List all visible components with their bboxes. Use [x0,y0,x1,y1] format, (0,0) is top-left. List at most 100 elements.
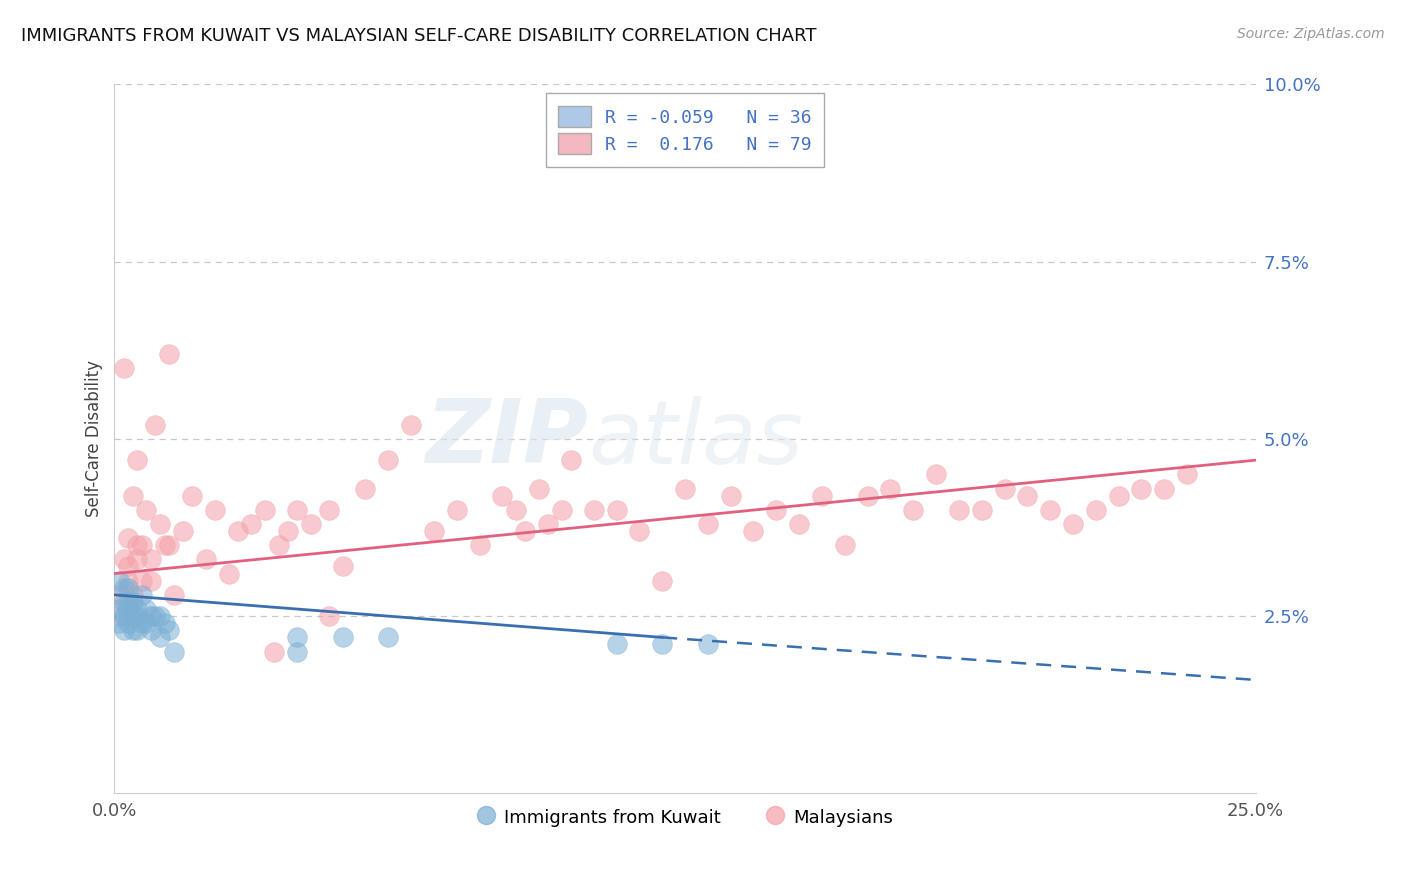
Point [468,538,491,552]
Point [1039,503,1062,517]
Point [903,503,925,517]
Point [112,552,135,566]
Point [606,503,628,517]
Point [135,602,157,616]
Point [127,552,149,566]
Point [285,644,308,658]
Point [332,559,354,574]
Point [446,503,468,517]
Point [153,538,176,552]
Point [108,588,131,602]
Point [127,453,149,467]
Point [153,616,176,631]
Point [582,503,605,517]
Point [240,516,263,531]
Point [993,482,1015,496]
Point [117,574,139,588]
Point [127,538,149,552]
Point [811,489,834,503]
Point [551,503,574,517]
Point [226,524,249,538]
Point [157,624,180,638]
Point [145,417,167,432]
Point [117,531,139,545]
Point [121,489,143,503]
Point [121,588,143,602]
Point [131,574,153,588]
Point [423,524,446,538]
Point [131,616,153,631]
Point [1084,503,1107,517]
Point [145,609,167,624]
Point [1175,467,1198,482]
Point [117,581,139,595]
Point [267,538,290,552]
Point [399,417,422,432]
Point [149,609,172,624]
Point [112,624,135,638]
Point [318,503,340,517]
Point [925,467,948,482]
Point [1062,516,1084,531]
Point [117,616,139,631]
Point [742,524,765,538]
Point [856,489,879,503]
Point [127,624,149,638]
Point [131,538,153,552]
Point [117,602,139,616]
Point [181,489,204,503]
Point [651,574,673,588]
Point [112,609,135,624]
Point [108,602,131,616]
Point [194,552,217,566]
Point [515,524,537,538]
Point [787,516,810,531]
Point [139,624,162,638]
Point [112,581,135,595]
Point [163,644,186,658]
Point [948,503,970,517]
Point [108,574,131,588]
Point [332,631,354,645]
Point [157,538,180,552]
Point [277,524,299,538]
Y-axis label: Self-Care Disability: Self-Care Disability [86,360,103,517]
Point [117,595,139,609]
Point [108,609,131,624]
Point [628,524,651,538]
Point [163,588,186,602]
Point [491,489,513,503]
Point [254,503,277,517]
Point [135,616,157,631]
Point [673,482,696,496]
Text: ZIP: ZIP [425,395,588,483]
Point [117,559,139,574]
Point [354,482,377,496]
Point [172,524,194,538]
Point [1108,489,1130,503]
Point [121,624,143,638]
Point [285,503,308,517]
Point [139,609,162,624]
Point [218,566,240,581]
Legend: Immigrants from Kuwait, Malaysians: Immigrants from Kuwait, Malaysians [470,800,900,834]
Point [720,489,742,503]
Point [537,516,560,531]
Point [135,503,157,517]
Point [1130,482,1153,496]
Point [377,631,399,645]
Point [879,482,901,496]
Point [834,538,856,552]
Text: atlas: atlas [588,396,803,482]
Point [527,482,550,496]
Point [121,609,143,624]
Point [149,516,172,531]
Point [299,516,322,531]
Point [505,503,527,517]
Point [970,503,993,517]
Point [127,609,149,624]
Point [139,574,162,588]
Point [121,595,143,609]
Point [263,644,285,658]
Point [112,595,135,609]
